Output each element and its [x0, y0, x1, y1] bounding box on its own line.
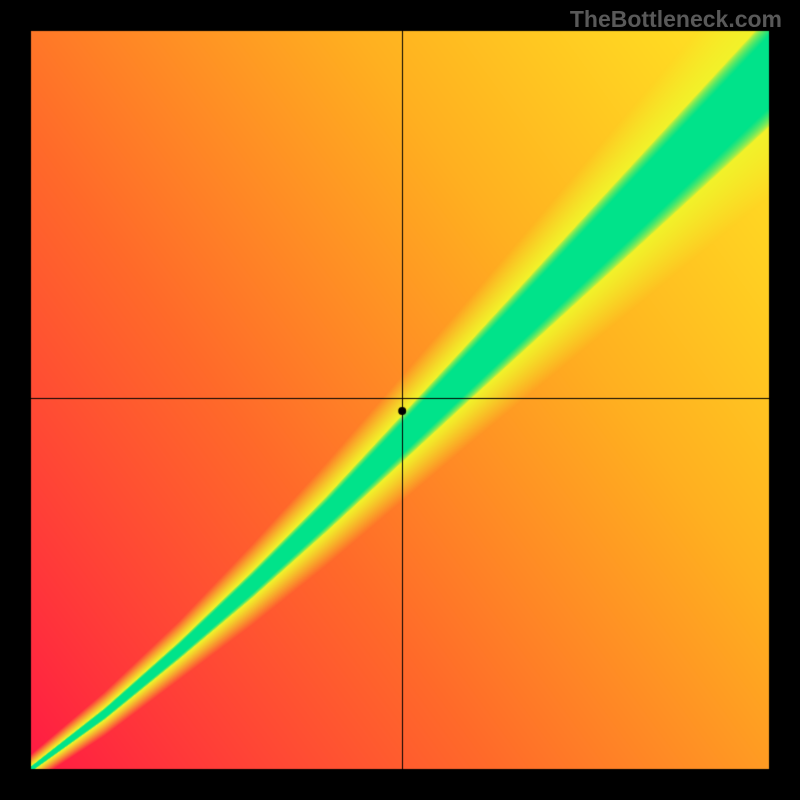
watermark-label: TheBottleneck.com	[570, 6, 782, 33]
bottleneck-heatmap	[0, 0, 800, 800]
figure-container: TheBottleneck.com	[0, 0, 800, 800]
